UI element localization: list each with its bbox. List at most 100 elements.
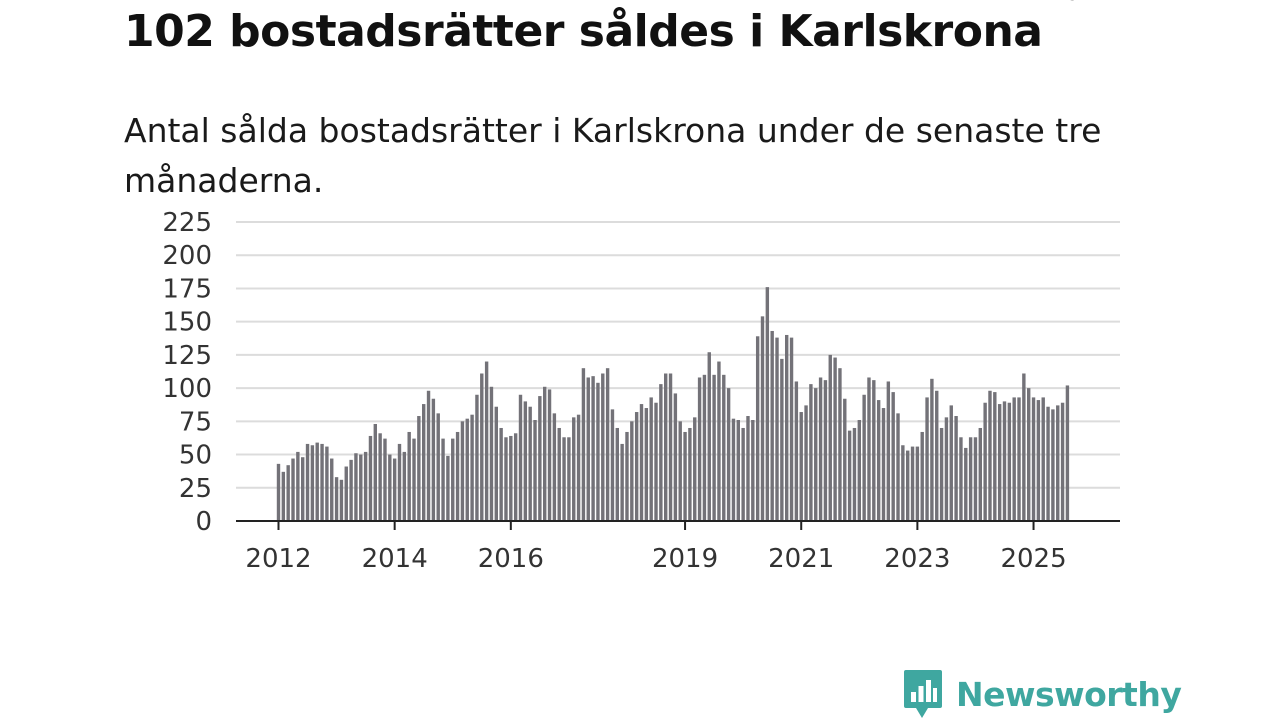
bar	[1031, 397, 1036, 521]
bar	[736, 420, 740, 521]
bar	[620, 443, 624, 521]
bar	[668, 373, 673, 521]
bar	[397, 443, 402, 521]
bar	[480, 373, 484, 521]
bar	[673, 393, 678, 521]
bar	[422, 404, 426, 521]
bar	[785, 334, 789, 521]
x-tick-label: 2014	[362, 544, 428, 574]
bar	[543, 386, 547, 521]
bar	[983, 402, 987, 521]
bar	[630, 421, 634, 521]
bar	[325, 446, 329, 521]
y-tick-label: 0	[195, 507, 212, 537]
bar	[712, 374, 716, 521]
bar	[1012, 397, 1016, 521]
bar	[847, 430, 852, 521]
bar	[968, 437, 973, 521]
bar	[760, 316, 765, 521]
bar	[378, 433, 382, 521]
bar	[407, 431, 411, 521]
bar	[610, 409, 615, 521]
bar	[296, 451, 300, 521]
grid-lines	[236, 221, 1120, 489]
bar	[572, 417, 576, 521]
bar	[605, 368, 610, 521]
bar	[281, 471, 286, 521]
bar	[920, 431, 924, 521]
bar	[654, 402, 658, 521]
bar	[489, 386, 494, 521]
bar	[1056, 405, 1060, 521]
bar	[451, 438, 455, 521]
bar	[649, 397, 653, 521]
x-tick-label: 2021	[768, 544, 834, 574]
bar	[470, 414, 474, 521]
bar	[460, 421, 465, 521]
bar	[659, 384, 663, 521]
bar	[939, 427, 944, 521]
bar	[930, 378, 934, 521]
bar	[388, 454, 392, 521]
bar	[964, 447, 968, 521]
bar	[359, 454, 363, 521]
bar	[1017, 397, 1021, 521]
bar	[528, 406, 532, 521]
bar	[509, 435, 513, 521]
bar	[441, 438, 445, 521]
bar	[702, 374, 707, 521]
newsworthy-logo: Newsworthy	[902, 668, 1182, 720]
bar	[562, 437, 566, 521]
bar	[368, 435, 373, 521]
bar	[523, 401, 528, 521]
bar	[596, 382, 600, 521]
bar	[988, 390, 992, 521]
bar	[494, 406, 498, 521]
bars	[276, 287, 1070, 521]
bar	[809, 384, 813, 521]
bar	[755, 336, 760, 521]
bar	[697, 377, 702, 521]
x-axis-labels: 2012 2014 2016 2019 2021 2023 2025	[245, 521, 1067, 574]
y-tick-label: 225	[162, 208, 212, 238]
y-tick-label: 75	[179, 407, 212, 437]
bar	[330, 458, 334, 521]
bar	[567, 437, 571, 521]
bar	[586, 377, 590, 521]
bar	[581, 368, 586, 521]
y-tick-label: 100	[162, 374, 212, 404]
bar	[644, 408, 649, 521]
bar	[693, 417, 697, 521]
bar	[780, 358, 784, 521]
bar	[678, 421, 682, 521]
bar	[533, 420, 537, 521]
bar	[726, 388, 731, 521]
bar	[746, 416, 750, 521]
bar	[707, 352, 711, 521]
bar	[552, 413, 557, 521]
bar	[446, 455, 450, 521]
bar	[925, 397, 929, 521]
bar	[1046, 406, 1050, 521]
bar	[1041, 397, 1045, 521]
bar	[1027, 388, 1031, 521]
bar	[722, 374, 726, 521]
bar	[383, 438, 387, 521]
x-tick-label: 2025	[1000, 544, 1066, 574]
bar	[504, 437, 508, 521]
chart-subtitle: Antal sålda bostadsrätter i Karlskrona u…	[124, 111, 1102, 200]
bar	[954, 416, 958, 521]
annotations: 102	[1049, 0, 1095, 6]
bar	[867, 377, 871, 521]
y-tick-label: 175	[162, 274, 212, 304]
bar	[591, 376, 595, 521]
bar	[872, 380, 876, 521]
latest-value-label: 102	[1049, 0, 1095, 6]
bar	[276, 463, 281, 521]
bar	[881, 408, 886, 521]
newsworthy-bar-chart-icon	[904, 670, 942, 718]
bar	[538, 396, 542, 521]
bar	[344, 466, 348, 521]
bar	[804, 405, 808, 521]
bar	[794, 381, 799, 521]
